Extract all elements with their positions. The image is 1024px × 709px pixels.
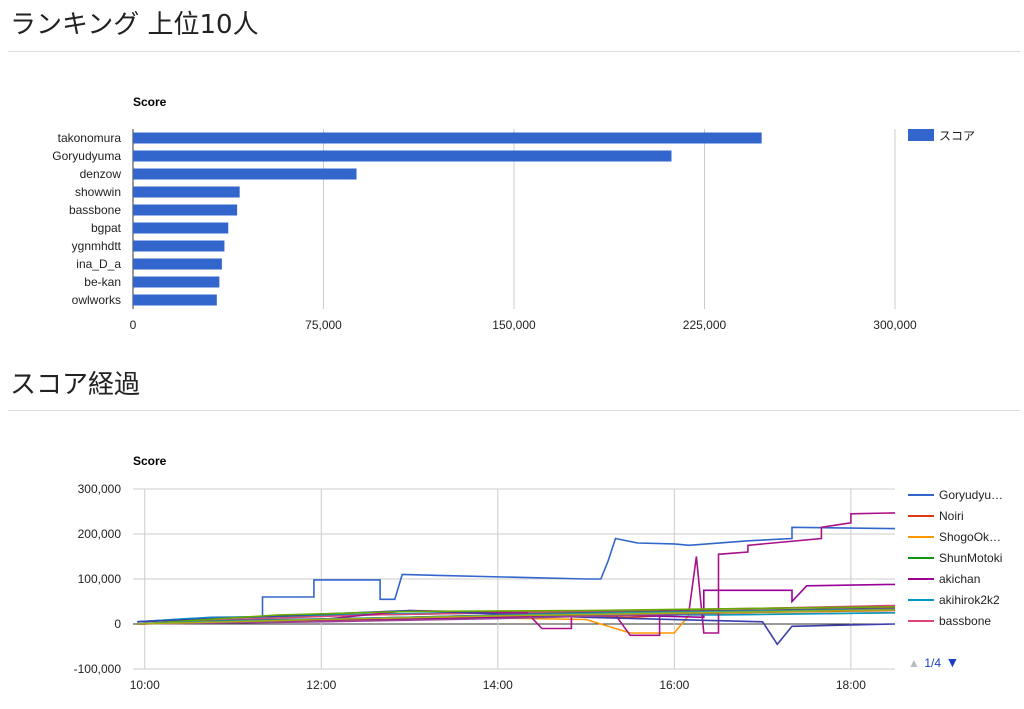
category-label: showwin xyxy=(75,185,121,199)
x-tick-label: 225,000 xyxy=(683,318,727,332)
x-tick-label: 18:00 xyxy=(836,678,866,692)
y-tick-label: -100,000 xyxy=(74,662,122,676)
series-line xyxy=(137,609,896,646)
bar xyxy=(133,276,220,288)
bar xyxy=(133,240,225,252)
x-tick-label: 150,000 xyxy=(492,318,536,332)
y-tick-label: 100,000 xyxy=(78,572,122,586)
x-tick-label: 300,000 xyxy=(873,318,917,332)
legend-pager: ▲ 1/4 ▼ xyxy=(908,654,968,670)
category-label: bassbone xyxy=(69,203,121,217)
legend-label: bassbone xyxy=(939,614,991,628)
category-label: be-kan xyxy=(84,275,121,289)
category-label: denzow xyxy=(80,167,122,181)
y-tick-label: 200,000 xyxy=(78,527,122,541)
category-label: takonomura xyxy=(58,131,122,145)
x-tick-label: 75,000 xyxy=(305,318,342,332)
bar xyxy=(133,222,229,234)
ranking-bar-chart: 0 75,000 150,000 225,000 300,000 takonomura Go… xyxy=(52,129,975,332)
series-line xyxy=(137,609,896,625)
bar xyxy=(133,168,357,180)
y-tick-label: 300,000 xyxy=(78,482,122,496)
bar xyxy=(133,294,217,306)
bar xyxy=(133,186,240,198)
legend-label: akihirok2k2 xyxy=(939,593,1000,607)
category-label: bgpat xyxy=(91,221,122,235)
series-line xyxy=(137,526,896,623)
category-label: Goryudyuma xyxy=(52,149,121,163)
x-tick-label: 0 xyxy=(130,318,137,332)
history-section-title: スコア経過 xyxy=(10,370,141,400)
legend-page-indicator: 1/4 xyxy=(924,656,942,670)
bar-chart-title: Score xyxy=(133,95,167,109)
legend-label: Noiri xyxy=(939,509,964,523)
series-line xyxy=(137,606,896,625)
line-chart-title: Score xyxy=(133,454,167,468)
legend-prev-page-icon[interactable]: ▲ xyxy=(908,656,920,670)
category-label: ina_D_a xyxy=(76,257,121,271)
series-line xyxy=(137,583,896,625)
x-tick-label: 12:00 xyxy=(306,678,336,692)
legend-label: akichan xyxy=(939,572,980,586)
bar xyxy=(133,132,762,144)
legend-swatch xyxy=(908,129,934,141)
x-tick-label: 14:00 xyxy=(483,678,513,692)
bar xyxy=(133,204,238,216)
legend-label: Goryudyu… xyxy=(939,488,1003,502)
ranking-divider xyxy=(8,51,1020,52)
x-tick-label: 10:00 xyxy=(130,678,160,692)
ranking-section-title: ランキング 上位10人 xyxy=(10,10,259,40)
legend-label: ShogoOk… xyxy=(939,530,1001,544)
category-label: ygnmhdtt xyxy=(72,239,122,253)
x-tick-label: 16:00 xyxy=(659,678,689,692)
history-divider xyxy=(8,410,1020,411)
y-tick-label: 0 xyxy=(114,617,121,631)
legend-next-page-icon[interactable]: ▼ xyxy=(945,654,960,670)
category-label: owlworks xyxy=(72,293,121,307)
bar xyxy=(133,150,672,162)
bar xyxy=(133,258,222,270)
legend-label: スコア xyxy=(939,129,975,143)
legend-label: ShunMotoki xyxy=(939,551,1002,565)
